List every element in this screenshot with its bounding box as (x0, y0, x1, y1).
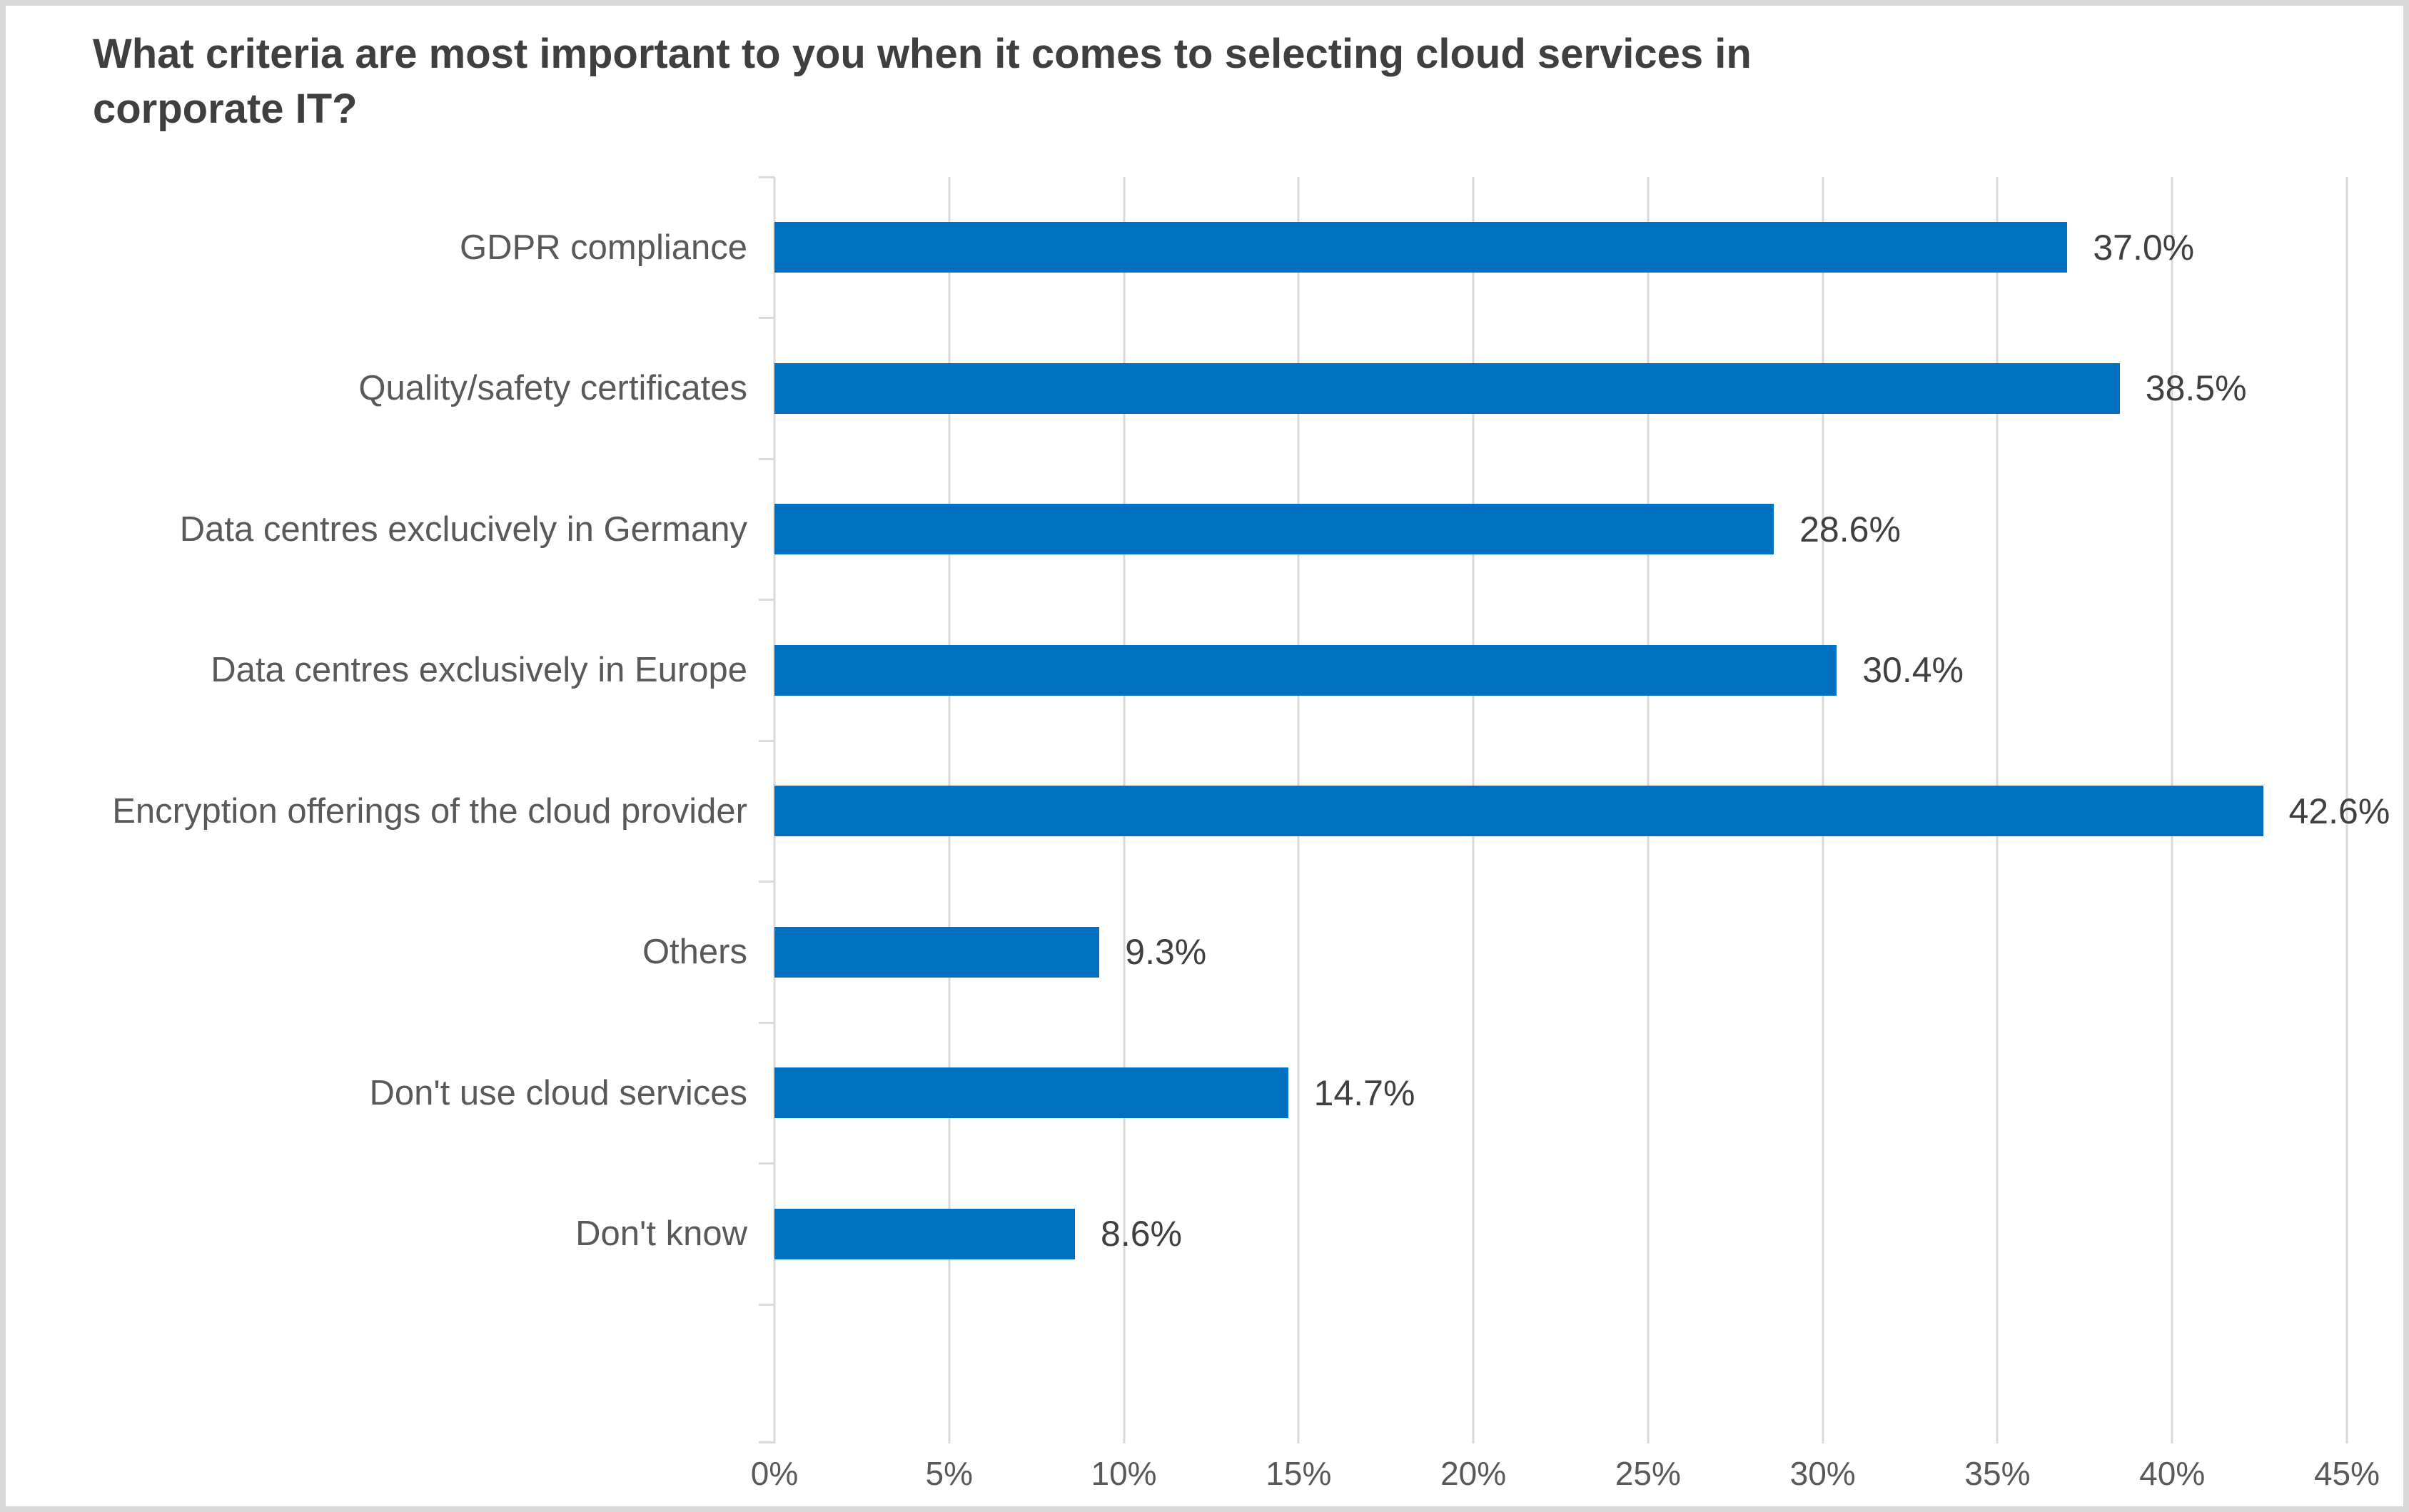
bar (774, 504, 1774, 554)
x-tick-label: 0% (750, 1455, 799, 1492)
category-label: Don't use cloud services (369, 1073, 747, 1112)
chart-title: What criteria are most important to you … (93, 31, 1752, 132)
category-label: Don't know (575, 1214, 747, 1254)
x-tick-label: 20% (1440, 1455, 1507, 1492)
plot-area: GDPR compliance 37.0% Quality/safety certi… (112, 176, 2390, 1492)
bar (774, 362, 2120, 414)
bar (774, 222, 2068, 273)
axis-tick (759, 1021, 774, 1024)
value-label: 42.6% (2288, 791, 2390, 831)
bar-row: Encryption offerings of the cloud provid… (112, 741, 2390, 882)
x-tick-label: 45% (2313, 1455, 2380, 1492)
x-tick-label: 40% (2139, 1455, 2206, 1492)
axis-tick (759, 176, 774, 178)
axis-tick (759, 457, 774, 460)
bar-row: GDPR compliance 37.0% (460, 177, 2347, 318)
gridline (2345, 177, 2348, 1443)
bar (774, 926, 1100, 978)
axis-tick (759, 599, 774, 601)
bar-row: Others 9.3% (642, 882, 2347, 1023)
category-label: GDPR compliance (459, 228, 747, 267)
axis-tick (759, 881, 774, 883)
axis-tick (759, 1441, 774, 1443)
x-tick-label: 15% (1266, 1455, 1332, 1492)
category-label: Data centres exclusively in Europe (211, 651, 747, 690)
bar-row: Data centres exclucively in Germany 28.6% (180, 459, 2347, 600)
x-tick-label: 10% (1091, 1455, 1157, 1492)
category-label: Data centres exclucively in Germany (179, 509, 747, 549)
axis-tick (759, 317, 774, 319)
bar-row: Don't use cloud services 14.7% (369, 1023, 2347, 1164)
value-label: 28.6% (1799, 509, 1901, 549)
bar (774, 786, 2263, 836)
value-label: 9.3% (1125, 932, 1207, 972)
value-label: 30.4% (1862, 650, 1964, 690)
category-label: Encryption offerings of the cloud provid… (112, 791, 747, 831)
value-label: 37.0% (2093, 227, 2195, 268)
axis-tick (759, 1303, 774, 1306)
bar-row: Don't know 8.6% (575, 1164, 2347, 1305)
axis-tick (759, 1162, 774, 1165)
x-tick-label: 30% (1789, 1455, 1856, 1492)
x-tick-label: 5% (925, 1455, 974, 1492)
value-label: 38.5% (2145, 368, 2247, 408)
category-label: Quality/safety certificates (358, 369, 747, 408)
value-label: 14.7% (1313, 1072, 1415, 1113)
x-tick-label: 35% (1964, 1455, 2031, 1492)
bar (774, 1208, 1076, 1259)
bar (774, 1067, 1288, 1118)
value-label: 8.6% (1101, 1214, 1182, 1254)
bar (774, 644, 1837, 696)
bar-row: Data centres exclusively in Europe 30.4% (211, 600, 2347, 741)
category-label: Others (642, 933, 747, 972)
axis-tick (759, 739, 774, 742)
bar-row: Quality/safety certificates 38.5% (358, 318, 2347, 460)
x-tick-label: 25% (1615, 1455, 1681, 1492)
